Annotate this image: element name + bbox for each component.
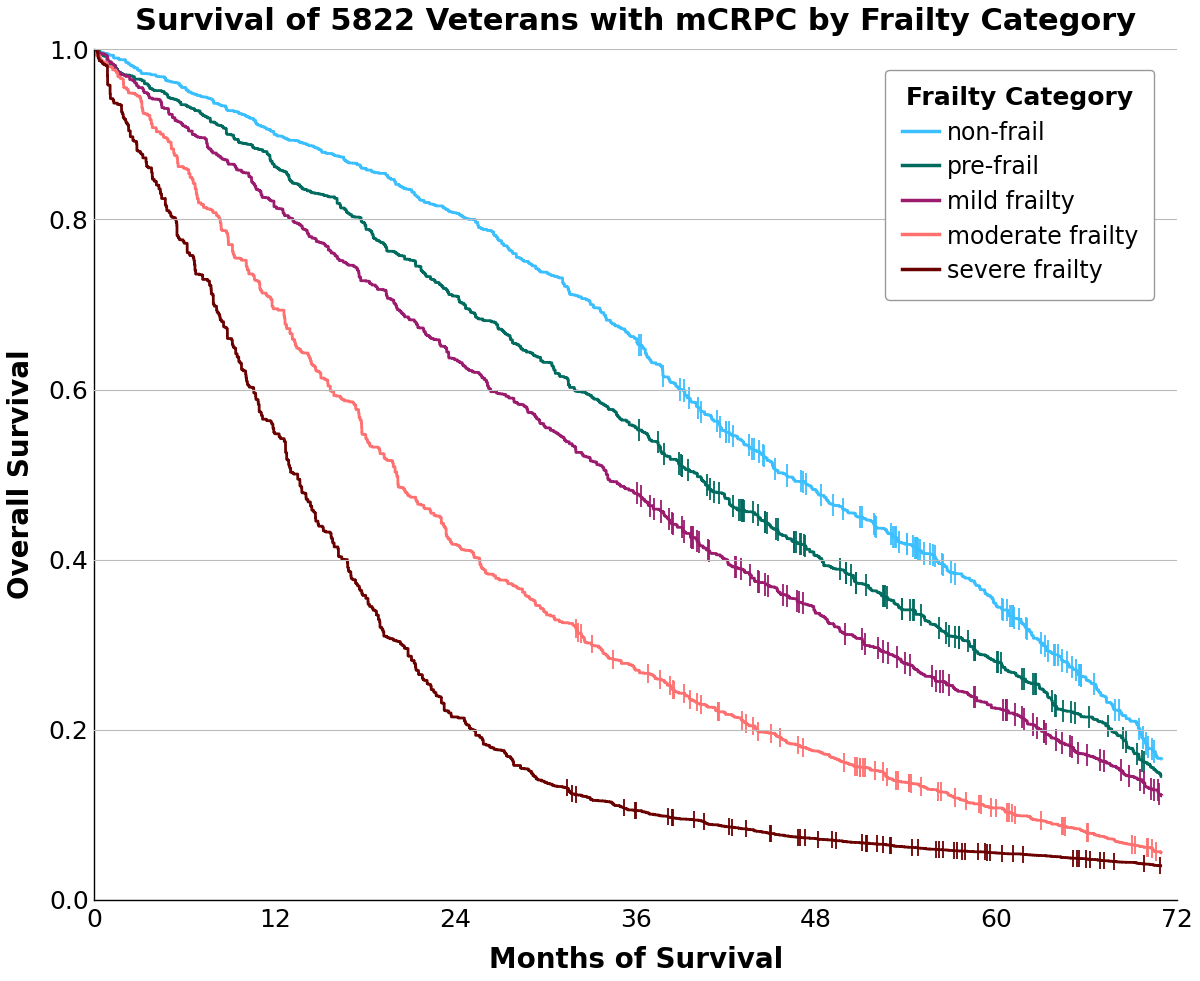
Title: Survival of 5822 Veterans with mCRPC by Frailty Category: Survival of 5822 Veterans with mCRPC by … (136, 7, 1136, 36)
Y-axis label: Overall Survival: Overall Survival (7, 350, 35, 599)
Legend: non-frail, pre-frail, mild frailty, moderate frailty, severe frailty: non-frail, pre-frail, mild frailty, mode… (886, 70, 1154, 300)
X-axis label: Months of Survival: Months of Survival (488, 946, 782, 974)
